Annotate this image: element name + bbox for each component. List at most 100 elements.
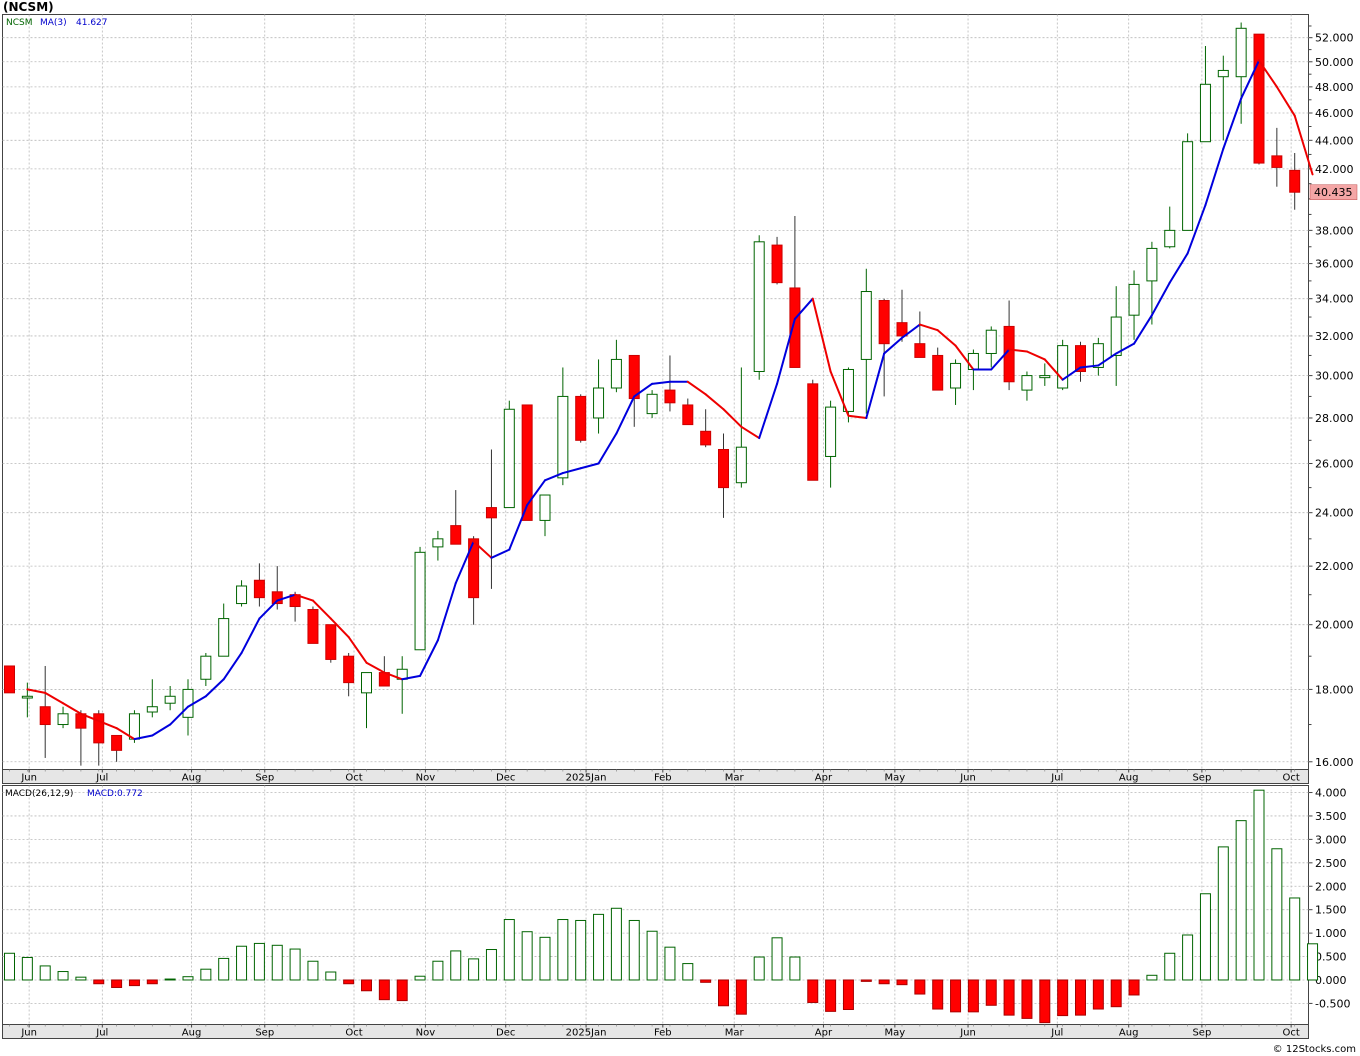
candle-down xyxy=(1075,345,1086,373)
macd-bar-positive xyxy=(164,978,176,981)
candle-down xyxy=(878,300,890,345)
ma3-segment xyxy=(918,323,939,332)
price-y-tick-label: 38.000 xyxy=(1315,224,1354,237)
macd-bar-positive xyxy=(4,952,15,981)
macd-bar-positive xyxy=(575,919,587,981)
macd-y-tick-label: 2.500 xyxy=(1315,857,1347,870)
ma3-segment xyxy=(151,723,172,737)
price-x-tick-label: Apr xyxy=(815,773,833,784)
ma3-segment xyxy=(1008,348,1028,353)
macd-y-tick-label: 0.000 xyxy=(1315,974,1347,987)
macd-bar-negative xyxy=(1003,979,1015,1016)
last-price-label: 40.435 xyxy=(1314,186,1353,199)
macd-bar-positive xyxy=(753,956,765,981)
macd-bar-positive xyxy=(610,907,622,981)
ma3-segment xyxy=(329,617,350,639)
candle-up xyxy=(236,585,248,605)
macd-y-tick-label: 3.500 xyxy=(1315,810,1347,823)
ma3-segment xyxy=(954,344,975,371)
ma3-segment xyxy=(383,671,404,681)
candle-down xyxy=(718,448,729,489)
ma3-segment xyxy=(579,462,600,470)
candle-down xyxy=(932,354,944,391)
price-y-tick-label: 18.000 xyxy=(1315,683,1354,696)
candle-up xyxy=(985,329,997,354)
candle-up xyxy=(1146,247,1158,282)
ma3-segment xyxy=(1293,114,1314,176)
ma3-segment xyxy=(686,380,707,396)
last-price-tag xyxy=(1309,184,1358,200)
macd-x-tick-label: Oct xyxy=(345,1028,362,1039)
ma3-segment xyxy=(454,540,475,585)
ma3-segment xyxy=(258,599,279,620)
candle-up xyxy=(146,706,158,713)
macd-bar-negative xyxy=(1057,979,1069,1017)
macd-bar-positive xyxy=(1271,848,1283,981)
macd-bar-negative xyxy=(718,979,729,1007)
price-y-tick-label: 24.000 xyxy=(1315,507,1354,520)
ma3-segment xyxy=(204,678,225,698)
candle-down xyxy=(271,591,283,605)
candle-up xyxy=(735,446,747,484)
macd-bar-positive xyxy=(789,956,801,981)
macd-x-tick-label: Nov xyxy=(416,1028,436,1039)
macd-bar-series xyxy=(4,789,1319,1024)
price-x-tick-label: 2025Jan xyxy=(566,773,607,784)
ma3-segment xyxy=(436,582,457,642)
macd-bar-positive xyxy=(593,913,605,981)
price-y-tick-label: 20.000 xyxy=(1315,619,1354,632)
ma3-segment xyxy=(776,317,796,385)
macd-x-axis: Jun Jul Aug Sep Oct Nov Dec 2025Jan Feb Mar Apr May… xyxy=(9,1024,1300,1039)
ma3-segment xyxy=(222,651,243,681)
candle-up xyxy=(950,362,962,389)
macd-bar-positive xyxy=(1217,846,1229,981)
candle-up xyxy=(1039,375,1051,379)
candle-up xyxy=(182,688,194,718)
price-x-tick-label: May xyxy=(885,773,906,784)
price-x-tick-label: Aug xyxy=(1119,773,1139,784)
macd-panel xyxy=(2,785,1309,1025)
ma3-segment xyxy=(633,382,654,398)
price-y-tick-label: 52.000 xyxy=(1315,32,1354,45)
candle-down xyxy=(253,579,265,599)
ma3-segment xyxy=(294,593,314,602)
candle-up xyxy=(218,618,230,657)
candle-down xyxy=(93,713,105,744)
macd-bar-positive xyxy=(521,931,533,981)
ma3-line xyxy=(26,59,1314,741)
candle-up xyxy=(646,393,658,415)
candle-up xyxy=(1182,141,1194,231)
macd-bar-negative xyxy=(128,979,140,987)
candle-down xyxy=(325,624,337,660)
candle-up xyxy=(1199,83,1211,143)
price-y-tick-label: 16.000 xyxy=(1315,756,1354,769)
macd-bar-negative xyxy=(967,979,979,1013)
macd-y-tick-label: 4.000 xyxy=(1315,787,1347,800)
ma3-segment xyxy=(1222,97,1243,150)
ma3-segment xyxy=(1061,366,1082,381)
macd-bar-positive xyxy=(664,946,676,981)
candle-up xyxy=(503,408,515,509)
macd-bar-negative xyxy=(111,979,123,988)
ma3-segment xyxy=(472,540,493,559)
macd-bar-negative xyxy=(842,979,854,1011)
candle-up xyxy=(967,352,979,370)
macd-y-axis: -0.500 0.000 0.500 1.000 1.500 2.000 2.500 3.00… xyxy=(1308,787,1350,1010)
candle-down xyxy=(343,655,355,684)
ma3-segment xyxy=(847,414,868,419)
candle-up xyxy=(825,406,837,457)
price-x-axis: Jun Jul Aug Sep Oct Nov Dec 2025Jan Feb Mar Apr May… xyxy=(9,769,1300,784)
candle-up xyxy=(200,655,212,680)
candle-up xyxy=(1235,27,1247,78)
ma3-segment xyxy=(311,599,332,620)
candle-up xyxy=(128,713,140,740)
candle-up xyxy=(1110,316,1122,356)
candle-down xyxy=(807,383,819,481)
macd-bar-negative xyxy=(378,979,390,1001)
candle-down xyxy=(789,287,801,368)
price-x-tick-label: Oct xyxy=(1282,773,1299,784)
macd-bar-positive xyxy=(200,968,212,981)
candle-up xyxy=(557,395,569,479)
price-y-tick-label: 32.000 xyxy=(1315,330,1354,343)
macd-bar-positive xyxy=(432,960,444,981)
